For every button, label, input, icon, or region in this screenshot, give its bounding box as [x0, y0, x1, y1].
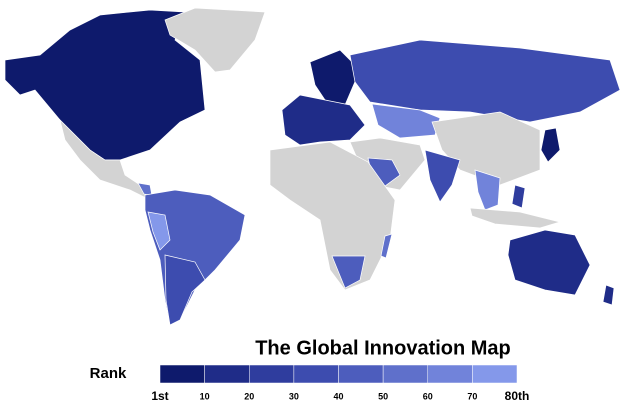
philippines [511, 184, 526, 209]
legend-label: 70 [467, 391, 477, 401]
russia [349, 39, 621, 123]
legend-title: Rank [90, 365, 127, 382]
madagascar [380, 233, 393, 259]
legend-swatch [249, 364, 295, 384]
australia [507, 229, 591, 296]
indonesia [469, 207, 562, 229]
legend-label: 20 [244, 391, 254, 401]
legend-label: 40 [333, 391, 343, 401]
central-asia [371, 103, 441, 139]
south-africa [331, 255, 366, 289]
legend-swatch [382, 364, 428, 384]
legend-swatch [204, 364, 250, 384]
legend-label: 50 [378, 391, 388, 401]
legend-swatch [338, 364, 384, 384]
legend-swatch [427, 364, 473, 384]
legend-label: 60 [423, 391, 433, 401]
legend-swatch [293, 364, 339, 384]
legend-label: 1st [151, 389, 168, 403]
legend: 1st 10 20 30 40 50 60 70 80th [151, 364, 530, 403]
africa [269, 141, 396, 291]
legend-label: 80th [505, 389, 530, 403]
southeast-asia [474, 169, 501, 211]
legend-swatch [472, 364, 518, 384]
greenland [164, 7, 266, 73]
peru [147, 211, 171, 251]
europe [281, 94, 366, 146]
map-title: The Global Innovation Map [255, 337, 511, 359]
legend-label: 30 [289, 391, 299, 401]
india [424, 149, 461, 203]
new-zealand [602, 284, 615, 306]
countries [4, 7, 621, 326]
japan [540, 127, 561, 163]
south-america [144, 189, 246, 326]
argentina-chile [164, 254, 206, 326]
north-america [4, 9, 206, 161]
legend-swatch [159, 364, 205, 384]
china [431, 111, 541, 186]
legend-label: 10 [200, 391, 210, 401]
